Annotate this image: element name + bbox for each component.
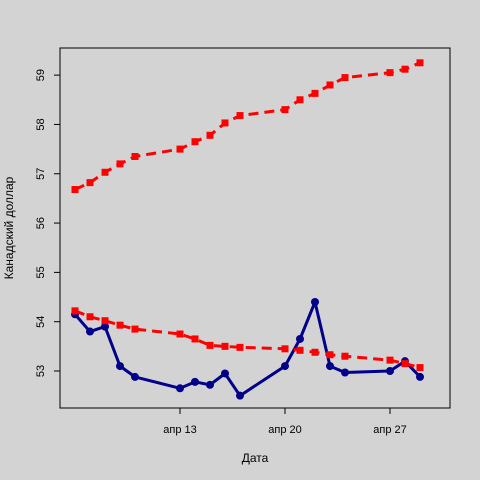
y-tick-label: 57: [35, 168, 47, 180]
series-line: [74, 309, 421, 370]
data-point: [401, 360, 409, 368]
series-line: [73, 300, 422, 398]
data-point: [221, 342, 229, 350]
y-tick-label: 53: [35, 365, 47, 377]
data-point: [101, 317, 109, 325]
data-point: [191, 138, 199, 146]
data-point: [191, 335, 199, 343]
data-point: [206, 341, 214, 349]
x-tick-label: апр 20: [268, 424, 301, 436]
data-point: [116, 362, 124, 371]
data-point: [131, 372, 139, 381]
data-point: [71, 186, 79, 194]
data-point: [341, 74, 349, 82]
series-3: [71, 307, 424, 372]
y-tick-label: 59: [35, 69, 47, 81]
data-point: [206, 380, 214, 389]
data-point: [206, 131, 214, 139]
data-point: [386, 69, 394, 77]
y-tick-label: 58: [35, 118, 47, 130]
y-tick-label: 54: [35, 316, 47, 328]
data-point: [236, 391, 244, 400]
data-point: [296, 96, 304, 104]
y-axis-title: Канадский доллар: [2, 176, 16, 279]
data-point: [236, 112, 244, 120]
data-point: [311, 89, 319, 97]
data-point: [221, 369, 229, 378]
data-point: [386, 367, 394, 376]
data-point: [101, 322, 109, 331]
x-tick-label: апр 27: [373, 424, 406, 436]
data-point: [401, 65, 409, 73]
series-2: [71, 59, 424, 194]
data-point: [116, 321, 124, 329]
data-point: [416, 364, 424, 372]
data-point: [281, 106, 289, 114]
data-point: [116, 160, 124, 168]
data-point: [176, 330, 184, 338]
data-point: [326, 362, 334, 371]
y-tick-label: 56: [35, 217, 47, 229]
data-point: [296, 334, 304, 343]
x-tick-label: апр 13: [163, 424, 196, 436]
y-tick-label: 55: [35, 266, 47, 278]
data-point: [176, 384, 184, 393]
data-point: [326, 351, 334, 359]
data-point: [326, 81, 334, 89]
data-point: [86, 313, 94, 321]
data-point: [296, 346, 304, 354]
data-point: [86, 327, 94, 336]
data-point: [101, 168, 109, 176]
data-point: [281, 362, 289, 371]
data-point: [71, 307, 79, 315]
data-point: [236, 343, 244, 351]
data-point: [416, 59, 424, 67]
data-point: [311, 297, 319, 306]
data-point: [86, 179, 94, 187]
data-point: [176, 145, 184, 153]
data-point: [131, 325, 139, 333]
data-point: [281, 345, 289, 353]
series-1: [71, 297, 424, 400]
plot-frame: [59, 47, 451, 409]
data-point: [221, 119, 229, 127]
data-point: [416, 372, 424, 381]
series-line: [74, 61, 421, 191]
data-point: [341, 368, 349, 377]
data-point: [386, 356, 394, 364]
data-point: [311, 348, 319, 356]
x-axis-title: Дата: [242, 451, 269, 465]
data-point: [341, 352, 349, 360]
data-point: [191, 377, 199, 386]
data-point: [131, 152, 139, 160]
